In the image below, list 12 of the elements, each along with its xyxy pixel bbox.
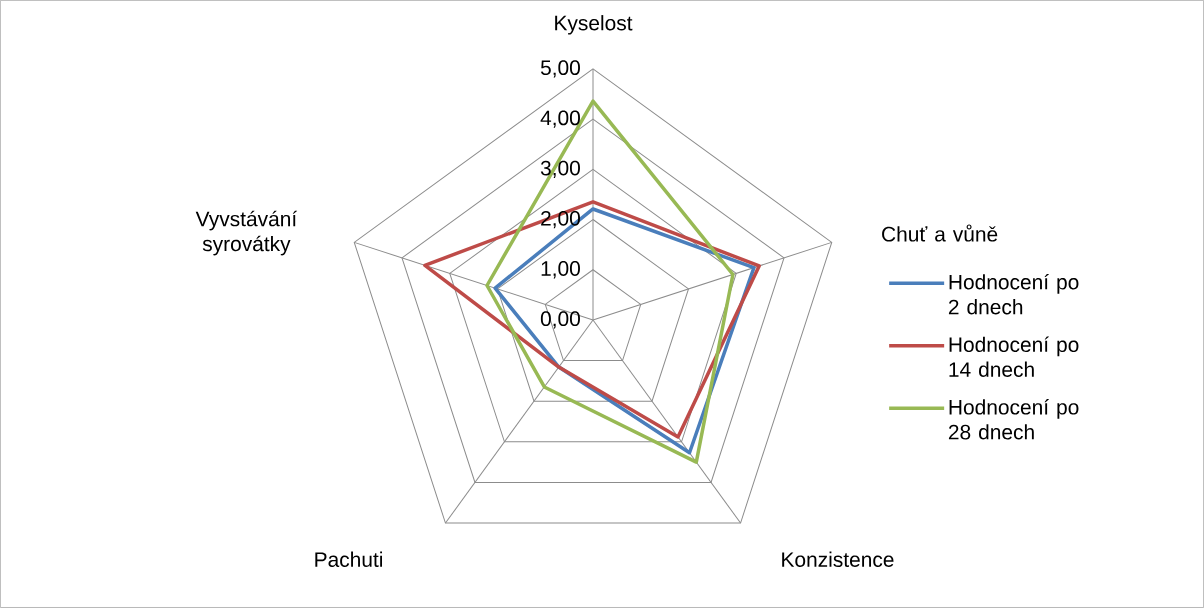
spoke-label: Konzistence [782,551,894,568]
spoke-label: Pachuti [315,551,382,568]
spoke-label: Vyvstávání syrovátky [195,210,298,256]
legend-label: Hodnocení po 28 dnech [948,399,1079,440]
y-tick-label: 1,00 [541,261,580,279]
y-tick-label: 5,00 [540,60,580,78]
legend-label: Hodnocení po 2 dnech [948,273,1079,315]
y-tick-label: 0,00 [540,311,580,329]
y-tick-label: 4,00 [540,110,580,128]
spoke-label: Chuť a vůně [882,224,998,242]
spoke-label: Kyselost [555,15,633,35]
legend-label: Hodnocení po 14 dnech [949,336,1079,378]
